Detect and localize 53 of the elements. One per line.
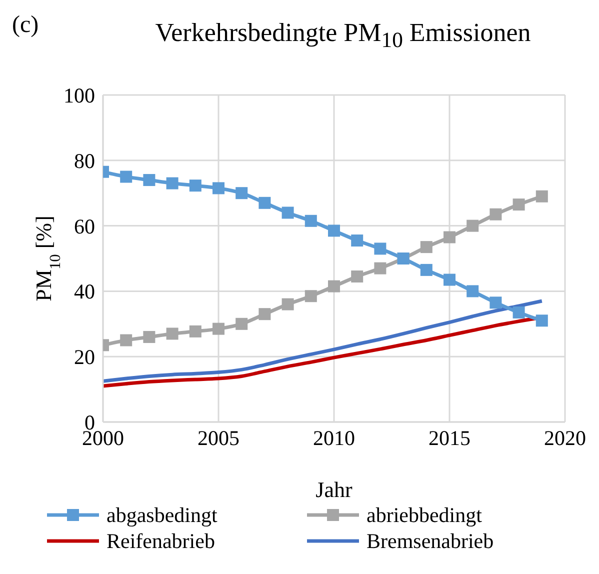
- point: [189, 180, 202, 192]
- point: [351, 270, 364, 282]
- y-tick-label: 20: [74, 345, 95, 370]
- point: [536, 314, 548, 327]
- point: [189, 325, 202, 338]
- point: [258, 308, 271, 320]
- point: [490, 208, 502, 220]
- point: [444, 231, 456, 244]
- point: [282, 206, 294, 219]
- line-series: [103, 299, 544, 383]
- point: [444, 274, 456, 286]
- point: [512, 198, 525, 211]
- x-tick-label: 2015: [428, 426, 470, 450]
- y-tick-label: 60: [74, 214, 95, 238]
- point: [374, 242, 386, 255]
- point: [420, 241, 432, 254]
- point: [236, 187, 248, 200]
- point: [236, 318, 248, 330]
- x-tick-label: 2020: [544, 426, 586, 450]
- y-tick-label: 100: [64, 83, 95, 108]
- point: [466, 220, 479, 232]
- legend-label: abriebbedingt: [366, 502, 482, 528]
- y-tick-label: 40: [74, 280, 95, 304]
- point: [304, 214, 317, 227]
- text: (c): [12, 12, 39, 38]
- x-axis-title: Jahr: [316, 477, 353, 502]
- x-tick-label: 2005: [198, 426, 240, 450]
- point: [258, 196, 271, 209]
- point: [120, 334, 132, 346]
- point: [536, 190, 548, 202]
- y-tick-label: 80: [74, 148, 95, 173]
- point: [490, 296, 502, 309]
- point: [328, 224, 340, 237]
- point: [374, 262, 386, 274]
- legend-label: abgasbedingt: [106, 502, 218, 528]
- point: [512, 306, 525, 318]
- chart-title: Verkehrsbedingte PM$_{10}$ Emissionen: [154, 18, 532, 54]
- point: [328, 280, 340, 292]
- legend-label: Bremsenabrieb: [366, 528, 494, 554]
- point: [420, 264, 432, 276]
- legend-label: Reifenabrieb: [106, 528, 215, 554]
- point: [143, 174, 156, 186]
- point: [466, 285, 479, 298]
- point: [212, 322, 224, 335]
- point: [304, 290, 317, 302]
- point: [212, 182, 224, 194]
- point: [351, 234, 364, 247]
- point: [166, 177, 178, 190]
- point: [120, 170, 132, 183]
- point: [282, 298, 294, 310]
- point: [166, 328, 178, 340]
- point: [143, 330, 156, 343]
- x-tick-label: 2010: [313, 426, 355, 450]
